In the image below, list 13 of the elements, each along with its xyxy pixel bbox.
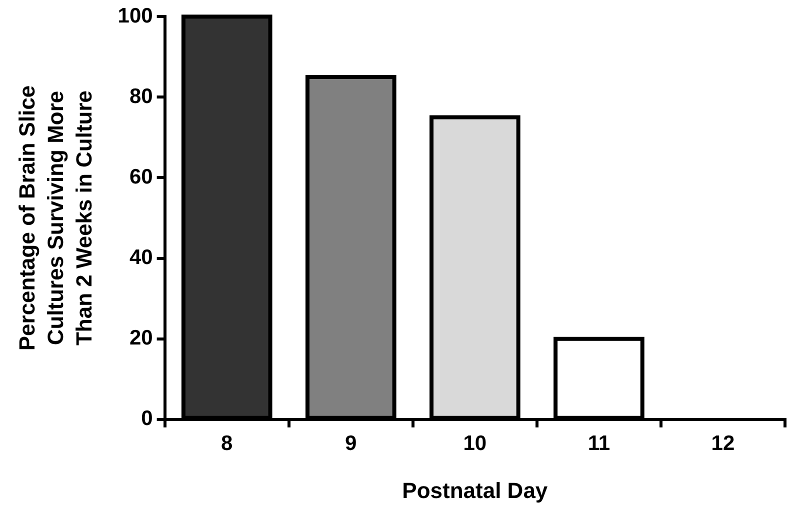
x-tick-label: 10 — [463, 432, 487, 455]
y-tick-label: 80 — [129, 84, 153, 108]
x-tick-label: 9 — [345, 432, 357, 455]
y-tick-label: 40 — [129, 246, 153, 270]
x-axis-title: Postnatal Day — [402, 478, 548, 503]
y-tick-label: 20 — [129, 326, 153, 350]
x-tick-label: 12 — [711, 432, 735, 455]
x-tick-label: 11 — [588, 432, 610, 455]
y-tick-label: 60 — [129, 166, 153, 189]
y-tick-label: 100 — [118, 4, 153, 28]
y-axis-title: Percentage of Brain Slice Cultures Surviving More Than 2 Weeks in Culture — [14, 85, 97, 351]
x-tick-label: 8 — [221, 432, 234, 455]
y-tick-label: 0 — [141, 407, 153, 430]
